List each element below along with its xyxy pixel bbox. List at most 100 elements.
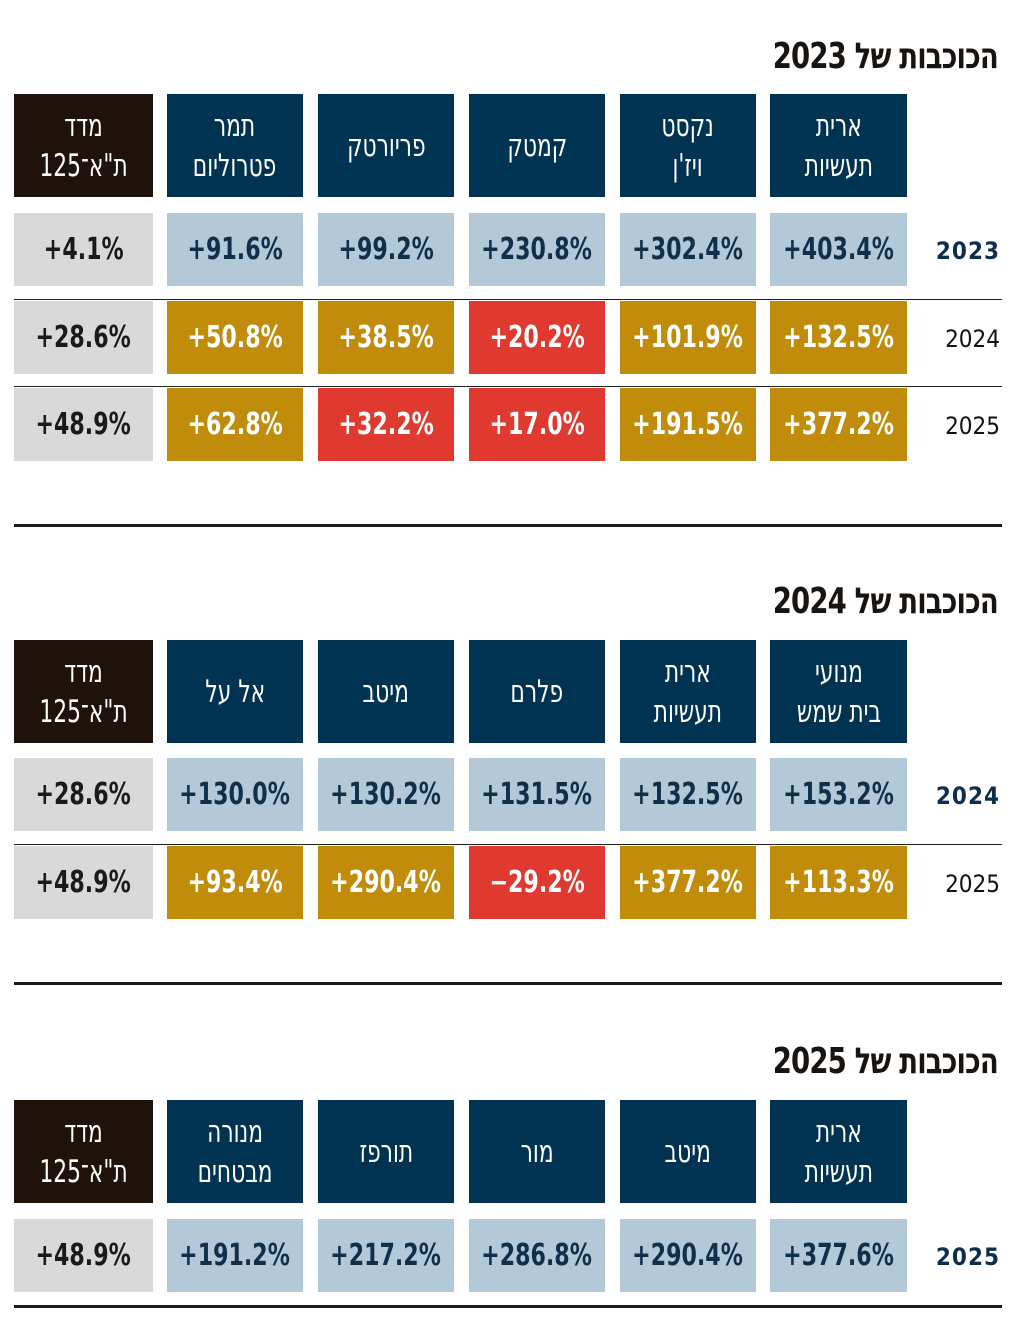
value-cell: +377.2% [620, 846, 756, 919]
value-label: +290.4% [330, 865, 442, 900]
company-column-header: תמר פטרוליום [167, 94, 303, 197]
value-label: +290.4% [632, 1238, 744, 1273]
value-label: +48.9% [35, 407, 132, 442]
value-cell: +290.4% [620, 1219, 756, 1292]
value-label: +286.8% [481, 1238, 593, 1273]
column-header-label: ארית תעשיות [653, 653, 723, 730]
value-cell: +191.2% [167, 1219, 303, 1292]
column-header-label: תמר פטרוליום [193, 107, 277, 184]
value-label: +99.2% [338, 232, 434, 267]
value-label: +153.2% [783, 777, 894, 812]
company-column-header: ארית תעשיות [620, 640, 756, 743]
company-column-header: מנועי בית שמש [770, 640, 907, 743]
value-label: −29.2% [489, 865, 585, 900]
column-header-label: מנורה מבטחים [197, 1113, 273, 1190]
value-label: +377.2% [632, 865, 744, 900]
value-cell: +32.2% [318, 388, 454, 461]
value-cell: +48.9% [14, 388, 153, 461]
section-divider [14, 982, 1002, 985]
value-label: +131.5% [481, 777, 593, 812]
value-cell: +17.0% [469, 388, 605, 461]
section-title: הכוכבות של 2025 [772, 1041, 999, 1082]
row-year-label: 2025 [945, 412, 1000, 440]
column-header-label: קמטק [507, 127, 567, 164]
row-year-label: 2025 [935, 1243, 1000, 1271]
value-label: +113.3% [783, 865, 894, 900]
value-cell: +286.8% [469, 1219, 605, 1292]
company-column-header: מיטב [620, 1100, 756, 1203]
value-cell: +91.6% [167, 213, 303, 286]
value-cell: +290.4% [318, 846, 454, 919]
value-cell: +130.0% [167, 758, 303, 831]
value-cell: +377.6% [770, 1219, 907, 1292]
column-header-label: מדד ת"א־125 [39, 107, 128, 184]
column-header-label: אל על [205, 673, 265, 710]
column-header-label: פריורטק [346, 127, 426, 164]
value-cell: +28.6% [14, 301, 153, 374]
row-divider [14, 386, 1002, 387]
row-divider [14, 844, 1002, 845]
value-label: +403.4% [783, 232, 894, 267]
value-label: +101.9% [632, 320, 744, 355]
value-cell: +38.5% [318, 301, 454, 374]
value-label: +130.2% [330, 777, 442, 812]
column-header-label: ארית תעשיות [804, 107, 873, 184]
value-label: +377.2% [783, 407, 894, 442]
value-label: +50.8% [187, 320, 283, 355]
value-label: +132.5% [783, 320, 894, 355]
index-column-header: מדד ת"א־125 [14, 1100, 153, 1203]
value-cell: +113.3% [770, 846, 907, 919]
value-label: +32.2% [338, 407, 434, 442]
company-column-header: ארית תעשיות [770, 1100, 907, 1203]
value-cell: +50.8% [167, 301, 303, 374]
value-label: +377.6% [783, 1238, 894, 1273]
row-year-label: 2025 [945, 870, 1000, 898]
company-column-header: פריורטק [318, 94, 454, 197]
company-column-header: תורפז [318, 1100, 454, 1203]
index-column-header: מדד ת"א־125 [14, 640, 153, 743]
column-header-label: מדד ת"א־125 [39, 653, 128, 730]
company-column-header: מנורה מבטחים [167, 1100, 303, 1203]
value-label: +28.6% [35, 320, 132, 355]
value-label: +302.4% [632, 232, 744, 267]
value-label: +48.9% [35, 1238, 132, 1273]
value-cell: +20.2% [469, 301, 605, 374]
row-year-label: 2024 [945, 325, 1000, 353]
value-cell: +217.2% [318, 1219, 454, 1292]
value-cell: +377.2% [770, 388, 907, 461]
row-year-label: 2024 [935, 782, 1000, 810]
value-cell: +302.4% [620, 213, 756, 286]
value-cell: +4.1% [14, 213, 153, 286]
value-cell: +62.8% [167, 388, 303, 461]
section-title: הכוכבות של 2023 [772, 36, 999, 77]
column-header-label: ארית תעשיות [804, 1113, 873, 1190]
value-label: +28.6% [35, 777, 132, 812]
column-header-label: מדד ת"א־125 [39, 1113, 128, 1190]
company-column-header: מיטב [318, 640, 454, 743]
value-cell: +99.2% [318, 213, 454, 286]
column-header-label: מיטב [664, 1133, 712, 1170]
section-divider [14, 524, 1002, 527]
column-header-label: מיטב [362, 673, 410, 710]
column-header-label: פלרם [510, 673, 564, 710]
value-label: +4.1% [43, 232, 124, 267]
value-cell: +48.9% [14, 1219, 153, 1292]
value-cell: +48.9% [14, 846, 153, 919]
value-label: +230.8% [481, 232, 593, 267]
company-column-header: פלרם [469, 640, 605, 743]
value-label: +93.4% [187, 865, 283, 900]
value-label: +17.0% [489, 407, 585, 442]
row-year-label: 2023 [935, 237, 1000, 265]
value-label: +217.2% [330, 1238, 442, 1273]
column-header-label: מור [520, 1133, 554, 1170]
value-label: +38.5% [338, 320, 434, 355]
value-cell: +130.2% [318, 758, 454, 831]
value-cell: −29.2% [469, 846, 605, 919]
company-column-header: אל על [167, 640, 303, 743]
value-cell: +93.4% [167, 846, 303, 919]
value-label: +132.5% [632, 777, 744, 812]
value-cell: +132.5% [770, 301, 907, 374]
value-label: +91.6% [187, 232, 283, 267]
value-cell: +153.2% [770, 758, 907, 831]
value-cell: +132.5% [620, 758, 756, 831]
